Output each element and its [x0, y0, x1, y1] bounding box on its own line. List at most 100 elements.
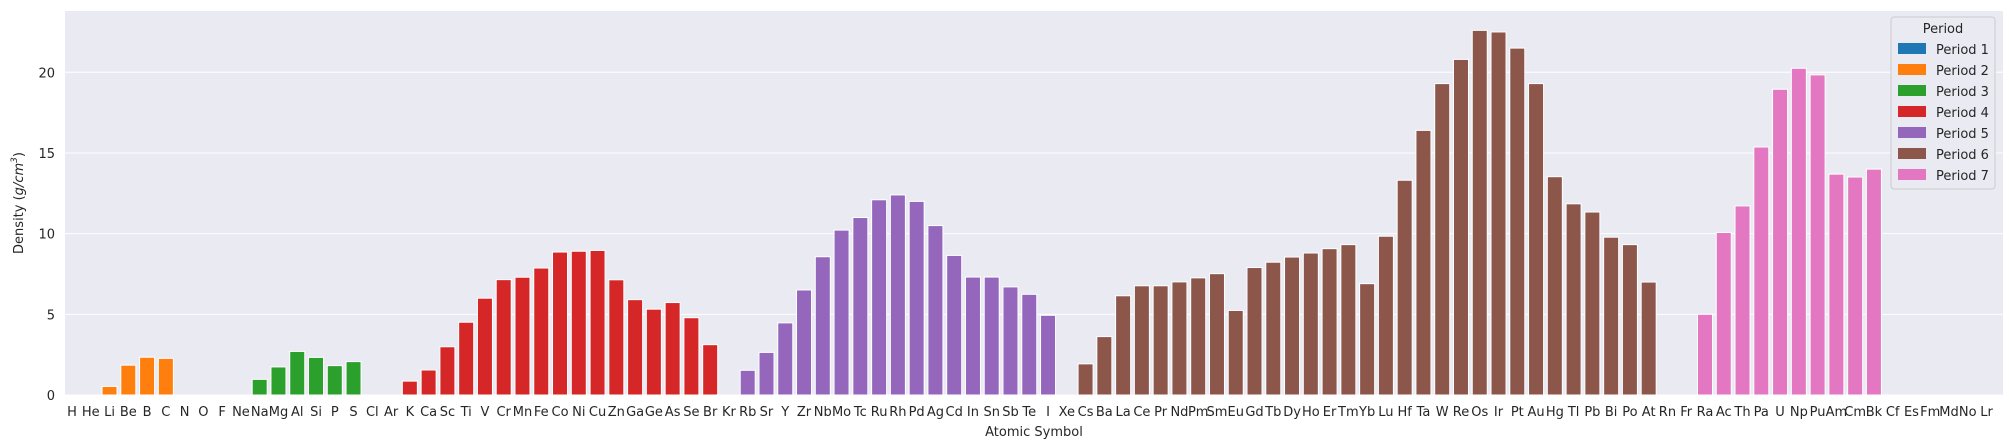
bar-B: [139, 356, 156, 396]
x-tick-label: Os: [1471, 405, 1488, 420]
bar-Ti: [458, 321, 475, 396]
legend-swatch: [1898, 64, 1926, 75]
x-tick-label: B: [143, 405, 152, 420]
x-tick-label: La: [1116, 405, 1131, 420]
x-tick-label: Bk: [1866, 405, 1883, 420]
legend-label: Period 2: [1936, 64, 1989, 79]
x-tick-label: Er: [1323, 405, 1337, 420]
x-tick-label: Sb: [1002, 405, 1019, 420]
x-tick-label: In: [967, 405, 979, 420]
bar-Zr: [796, 289, 813, 396]
bar-Tc: [852, 217, 869, 396]
bar-Bi: [1603, 236, 1620, 396]
legend-swatch: [1898, 43, 1926, 54]
bar-Ba: [1096, 336, 1113, 396]
x-tick-label: Hf: [1397, 405, 1412, 420]
legend-label: Period 3: [1936, 85, 1989, 100]
x-tick-label: Be: [120, 405, 137, 420]
x-tick-label: Ag: [927, 405, 944, 420]
x-tick-label: Sc: [440, 405, 455, 420]
bar-Ca: [420, 369, 437, 396]
x-tick-label: Cl: [366, 405, 379, 420]
x-tick-label: Dy: [1283, 405, 1301, 420]
x-tick-label: Mo: [832, 405, 851, 420]
bar-Ac: [1715, 232, 1732, 396]
x-tick-label: As: [665, 405, 681, 420]
bars: [101, 29, 1882, 396]
bar-Hf: [1396, 179, 1413, 396]
bar-Be: [120, 364, 137, 396]
x-tick-label: Tc: [853, 405, 867, 420]
bar-Pr: [1152, 285, 1169, 396]
x-tick-label: Rh: [889, 405, 906, 420]
bar-Ho: [1302, 252, 1319, 396]
bar-C: [157, 357, 174, 396]
x-tick-label: Ho: [1302, 405, 1320, 420]
x-tick-label: Y: [780, 405, 789, 420]
y-axis-label: Density (g/cm3): [10, 152, 27, 254]
x-tick-label: Te: [1021, 405, 1036, 420]
x-tick-label: Mg: [269, 405, 288, 420]
bar-Pt: [1509, 47, 1526, 396]
y-tick-label: 0: [47, 389, 55, 404]
x-tick-label: Re: [1453, 405, 1469, 420]
bar-Sr: [758, 351, 775, 396]
bar-Gd: [1246, 267, 1263, 396]
x-tick-label: Cd: [946, 405, 963, 420]
x-tick-label: Ca: [420, 405, 437, 420]
x-tick-label: Lu: [1378, 405, 1393, 420]
x-tick-label: Br: [703, 405, 718, 420]
bar-Ra: [1696, 313, 1713, 396]
y-tick-label: 15: [38, 147, 55, 162]
legend-swatch: [1898, 148, 1926, 159]
x-tick-label: U: [1775, 405, 1785, 420]
bar-Re: [1452, 58, 1469, 396]
bar-Dy: [1284, 256, 1301, 396]
x-tick-label: Tb: [1264, 405, 1281, 420]
x-tick-label: Gd: [1245, 405, 1263, 420]
bar-Bk: [1865, 168, 1882, 396]
bar-Au: [1528, 83, 1545, 396]
bar-Na: [251, 378, 268, 396]
bar-Rb: [739, 369, 756, 396]
bar-Am: [1828, 173, 1845, 396]
bar-W: [1434, 83, 1451, 396]
bar-S: [345, 361, 362, 396]
bar-Pm: [1190, 277, 1207, 396]
bar-Pu: [1809, 74, 1826, 396]
x-tick-label: Ba: [1096, 405, 1113, 420]
bar-Cm: [1847, 176, 1864, 396]
legend-label: Period 7: [1936, 169, 1989, 184]
x-tick-label: S: [349, 405, 357, 420]
x-tick-label: Cf: [1886, 405, 1900, 420]
bar-Cd: [946, 254, 963, 396]
x-tick-label: F: [218, 405, 225, 420]
x-tick-label: He: [82, 405, 100, 420]
x-tick-label: Pu: [1810, 405, 1826, 420]
legend-label: Period 4: [1936, 106, 1989, 121]
bar-Ir: [1490, 31, 1507, 396]
bar-Cu: [589, 249, 606, 396]
bar-Mn: [514, 276, 531, 396]
x-tick-label: Ga: [626, 405, 644, 420]
x-tick-label: Pa: [1754, 405, 1769, 420]
x-tick-label: Ce: [1133, 405, 1150, 420]
bar-Br: [702, 344, 719, 396]
bar-Zn: [608, 279, 625, 396]
x-tick-label: Zr: [797, 405, 812, 420]
x-tick-label: Ru: [871, 405, 888, 420]
bar-Hg: [1546, 176, 1563, 396]
x-tick-label: Np: [1790, 405, 1808, 420]
bar-Tl: [1565, 203, 1582, 396]
bar-In: [964, 276, 981, 396]
x-tick-label: Ge: [645, 405, 663, 420]
x-tick-label: Si: [310, 405, 322, 420]
x-tick-label: Na: [251, 405, 269, 420]
x-tick-label: Bi: [1605, 405, 1618, 420]
bar-Cs: [1077, 363, 1094, 396]
x-tick-label: Cr: [496, 405, 511, 420]
bar-Al: [289, 350, 306, 396]
x-tick-label: K: [406, 405, 415, 420]
